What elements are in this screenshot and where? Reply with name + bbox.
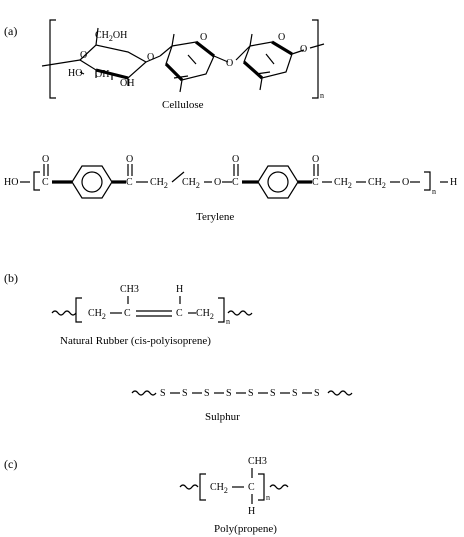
svg-text:H: H [450, 177, 457, 188]
svg-text:O: O [80, 50, 87, 61]
svg-text:CH2: CH2 [150, 177, 168, 190]
polypropene-label: Poly(propene) [214, 523, 277, 535]
svg-text:OH: OH [95, 69, 109, 80]
svg-text:HO: HO [4, 177, 18, 188]
svg-text:S: S [292, 388, 298, 399]
natural-rubber-label: Natural Rubber (cis-polyisoprene) [60, 335, 211, 347]
svg-text:CH2: CH2 [210, 482, 228, 495]
cellulose-right-bracket [312, 19, 319, 99]
sulphur-label: Sulphur [205, 411, 240, 423]
svg-text:O: O [312, 154, 319, 165]
svg-text:S: S [248, 388, 254, 399]
panel-label-a: (a) [4, 24, 17, 38]
svg-text:CH2: CH2 [196, 308, 214, 321]
svg-text:OH: OH [120, 78, 134, 89]
svg-text:O: O [278, 32, 285, 43]
sulphur-structure: S S S S S S S S Sulphur [131, 388, 353, 423]
svg-text:S: S [182, 388, 188, 399]
svg-text:CH2OH: CH2OH [95, 30, 127, 43]
svg-text:n: n [226, 317, 230, 326]
svg-text:C: C [126, 177, 133, 188]
svg-text:O: O [200, 32, 207, 43]
svg-text:S: S [204, 388, 210, 399]
svg-text:O: O [402, 177, 409, 188]
terylene-structure: HO C O C O CH2 CH2 O C O C O [4, 154, 457, 223]
svg-text:S: S [270, 388, 276, 399]
svg-text:C: C [232, 177, 239, 188]
cellulose-n: n [320, 91, 324, 100]
terylene-n: n [432, 187, 436, 196]
svg-text:S: S [226, 388, 232, 399]
svg-text:C: C [176, 308, 183, 319]
svg-text:S: S [314, 388, 320, 399]
svg-text:C: C [248, 482, 255, 493]
svg-text:CH2: CH2 [88, 308, 106, 321]
svg-text:CH3: CH3 [248, 456, 267, 467]
svg-text:CH3: CH3 [120, 284, 139, 295]
svg-text:CH2: CH2 [182, 177, 200, 190]
cellulose-structure: n O CH2OH HO OH OH O O O [41, 19, 325, 111]
natural-rubber-structure: CH2 C CH3 C H CH2 n Natural Rubber (cis-… [51, 284, 253, 347]
svg-text:H: H [176, 284, 183, 295]
terylene-right-bracket [424, 171, 431, 191]
svg-text:CH2: CH2 [368, 177, 386, 190]
svg-text:CH2: CH2 [334, 177, 352, 190]
svg-text:HO: HO [68, 68, 82, 79]
svg-text:C: C [312, 177, 319, 188]
svg-text:C: C [42, 177, 49, 188]
panel-label-b: (b) [4, 271, 18, 285]
terylene-left-bracket [33, 171, 40, 191]
svg-text:O: O [126, 154, 133, 165]
svg-text:C: C [124, 308, 131, 319]
panel-label-c: (c) [4, 457, 17, 471]
polypropene-structure: CH2 C CH3 H n Poly(propene) [179, 456, 289, 535]
svg-text:H: H [248, 506, 255, 517]
svg-text:O: O [214, 177, 221, 188]
cellulose-label: Cellulose [162, 99, 204, 111]
svg-text:O: O [232, 154, 239, 165]
svg-text:S: S [160, 388, 166, 399]
terylene-label: Terylene [196, 211, 234, 223]
svg-text:n: n [266, 493, 270, 502]
cellulose-left-bracket [49, 19, 56, 99]
svg-text:O: O [226, 58, 233, 69]
svg-text:O: O [42, 154, 49, 165]
svg-text:O: O [300, 44, 307, 55]
svg-text:O: O [147, 52, 154, 63]
